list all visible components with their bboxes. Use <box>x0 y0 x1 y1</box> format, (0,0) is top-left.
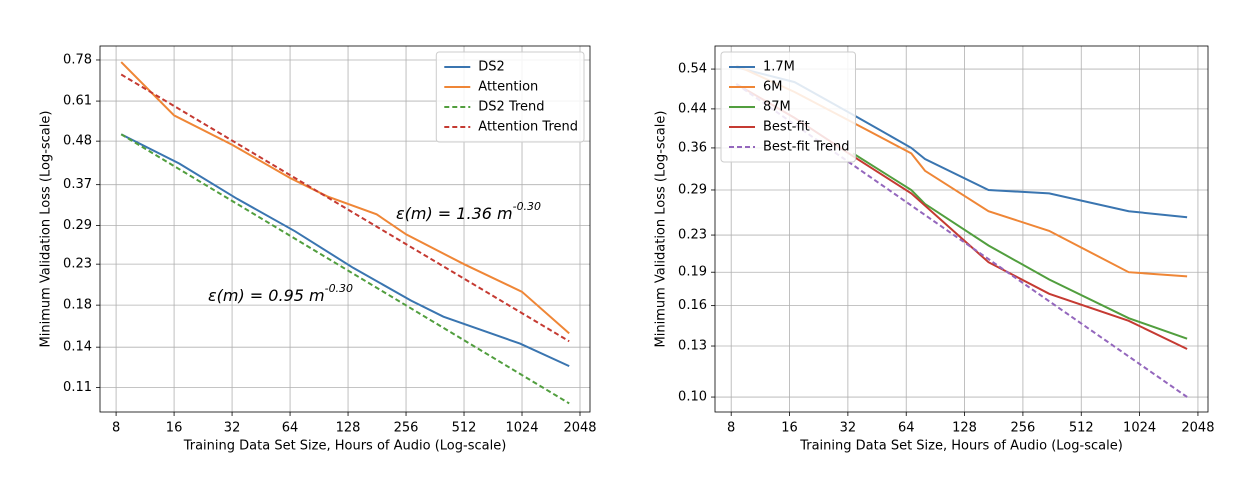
series-line <box>852 152 1188 340</box>
x-tick-label: 256 <box>1010 421 1035 436</box>
x-tick-label: 8 <box>727 421 735 436</box>
x-tick-label: 2048 <box>1181 421 1214 436</box>
x-axis-label: Training Data Set Size, Hours of Audio (… <box>183 439 507 454</box>
legend-label: DS2 <box>478 60 505 75</box>
legend-label: Attention <box>478 80 538 95</box>
x-tick-label: 128 <box>952 421 977 436</box>
series-line <box>120 133 570 368</box>
subplot: 8 16 32 64 128 256 512 1024 2048 0.78 0.61 0.48 0.37… <box>39 45 597 454</box>
x-tick-label: 128 <box>336 421 361 436</box>
y-tick-label: 0.54 <box>678 62 707 77</box>
annotation-exponent: -0.30 <box>513 200 541 213</box>
x-tick-label: 32 <box>840 421 857 436</box>
x-tick-label: 1024 <box>1123 421 1156 436</box>
x-tick-label: 8 <box>112 421 120 436</box>
annotation: ε(m) = 0.95 m-0.30 <box>208 282 353 305</box>
x-tick-label: 16 <box>781 421 798 436</box>
x-tick-label: 256 <box>394 421 419 436</box>
y-tick-label: 0.10 <box>678 390 707 405</box>
y-tick-label: 0.19 <box>678 265 707 280</box>
axes-frame <box>99 45 591 413</box>
annotation-text: ε(m) = 0.95 m <box>208 286 325 305</box>
y-tick-label: 0.29 <box>678 182 707 197</box>
x-tick-label: 64 <box>898 421 915 436</box>
annotation-exponent: -0.30 <box>325 282 353 295</box>
legend-label: 6M <box>763 80 783 95</box>
series-line <box>120 61 570 335</box>
x-tick-label: 2048 <box>563 421 596 436</box>
legend-label: Best-fit Trend <box>763 140 849 155</box>
y-tick-label: 0.44 <box>678 101 707 116</box>
x-tick-label: 32 <box>224 421 241 436</box>
axes-frame <box>714 45 1209 413</box>
legend-label: 1.7M <box>763 60 795 75</box>
subplot: 8 16 32 64 128 256 512 1024 2048 0.54 0.44 0.36 0.29… <box>654 45 1214 454</box>
annotation-text: ε(m) = 1.36 m <box>396 204 513 223</box>
legend-label: 87M <box>763 100 791 115</box>
x-tick-label: 64 <box>282 421 299 436</box>
y-tick-label: 0.29 <box>63 218 92 233</box>
x-tick-label: 1024 <box>505 421 538 436</box>
annotation: ε(m) = 1.36 m-0.30 <box>396 200 541 223</box>
legend-box <box>720 51 856 163</box>
x-tick-label: 512 <box>1069 421 1094 436</box>
legend: DS2 Attention DS2 Trend Attention Trend <box>435 51 585 143</box>
y-axis-label: Minimum Validation Loss (Log-scale) <box>39 111 54 348</box>
series-line <box>120 133 570 405</box>
legend-box <box>435 51 585 143</box>
y-tick-label: 0.23 <box>678 228 707 243</box>
y-tick-label: 0.18 <box>63 298 92 313</box>
legend-label: Attention Trend <box>478 120 578 135</box>
legend-label: Best-fit <box>763 120 810 135</box>
legend-label: DS2 Trend <box>478 100 544 115</box>
y-tick-label: 0.23 <box>63 257 92 272</box>
x-tick-label: 16 <box>166 421 183 436</box>
series-line <box>120 73 570 343</box>
y-tick-label: 0.61 <box>63 94 92 109</box>
x-axis-label: Training Data Set Size, Hours of Audio (… <box>799 439 1123 454</box>
y-tick-label: 0.13 <box>678 339 707 354</box>
y-tick-label: 0.48 <box>63 134 92 149</box>
y-tick-label: 0.11 <box>63 380 92 395</box>
y-tick-label: 0.37 <box>63 177 92 192</box>
y-tick-label: 0.78 <box>63 52 92 67</box>
y-axis-label: Minimum Validation Loss (Log-scale) <box>654 111 669 348</box>
y-tick-label: 0.36 <box>678 140 707 155</box>
y-tick-label: 0.14 <box>63 340 92 355</box>
x-tick-label: 512 <box>452 421 477 436</box>
y-tick-label: 0.16 <box>678 298 707 313</box>
legend: 1.7M 6M 87M Best-fit Best-fit Trend <box>720 51 856 163</box>
